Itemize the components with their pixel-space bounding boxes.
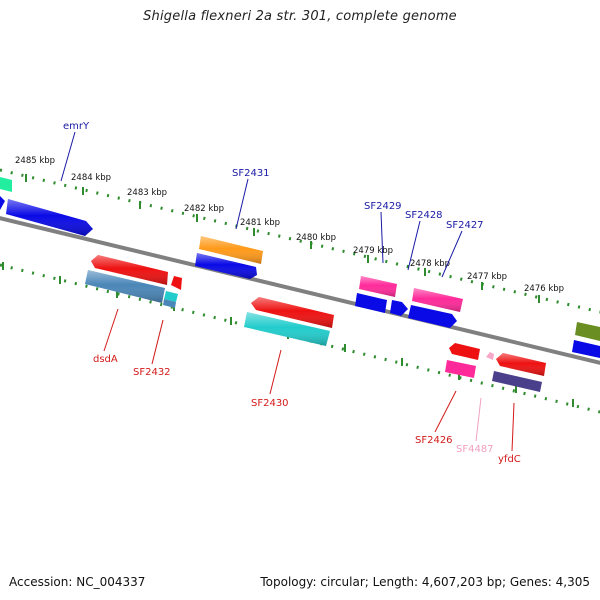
gene-labels: emrY SF2431 SF2429 SF2428 SF2427 dsdA SF… — [63, 121, 521, 465]
genome-summary-text: Topology: circular; Length: 4,607,203 bp… — [260, 575, 590, 589]
leader-SF2431 — [235, 178, 249, 230]
shade — [199, 236, 263, 264]
leader-emrY — [60, 131, 76, 182]
tick-label: 2477 kbp — [467, 272, 507, 282]
leader-SF2427 — [441, 230, 463, 278]
map-title: Shigella flexneri 2a str. 301, complete … — [143, 9, 457, 24]
shade — [244, 312, 330, 346]
accession-text: Accession: NC_004337 — [9, 575, 146, 589]
gene-partial-olive — [575, 322, 600, 341]
label-SF2431: SF2431 — [232, 168, 270, 179]
label-yfdC: yfdC — [498, 454, 521, 465]
tick-labels: 2485 kbp 2484 kbp 2483 kbp 2482 kbp 2481… — [15, 156, 564, 294]
tick-label: 2482 kbp — [184, 204, 224, 214]
genome-backbone — [0, 216, 600, 365]
gene-SF2428 — [390, 300, 408, 316]
gene-SF4487 — [486, 352, 494, 360]
shade — [251, 297, 334, 328]
leader-SF4487 — [475, 397, 482, 442]
tick-label: 2481 kbp — [240, 218, 280, 228]
tick-label: 2478 kbp — [410, 259, 450, 269]
tick-label: 2480 kbp — [296, 233, 336, 243]
leader-lines — [60, 131, 515, 452]
gene-shading — [6, 199, 546, 376]
shade — [85, 270, 165, 303]
label-SF4487: SF4487 — [456, 444, 494, 455]
gene-partial-blue-right — [572, 340, 600, 358]
gene-partial-teal — [0, 177, 12, 192]
leader-dsdA — [103, 308, 119, 352]
label-SF2427: SF2427 — [446, 220, 484, 231]
gene-SF2427-blue — [408, 305, 457, 328]
ruler-line-outer — [0, 168, 600, 314]
gene-dsdA-small — [171, 276, 182, 290]
tick-label: 2483 kbp — [127, 188, 167, 198]
tick-label: 2484 kbp — [71, 173, 111, 183]
leader-SF2426 — [434, 390, 457, 433]
tick-label: 2485 kbp — [15, 156, 55, 166]
leader-yfdC — [511, 402, 515, 452]
shade — [412, 288, 463, 312]
tick-label: 2476 kbp — [524, 284, 564, 294]
ruler-ticks — [2, 174, 574, 407]
leader-SF2428 — [407, 220, 421, 271]
leader-SF2432 — [151, 319, 164, 365]
label-SF2426: SF2426 — [415, 435, 453, 446]
gene-SF2426-pink — [445, 360, 476, 378]
tick-label: 2479 kbp — [353, 246, 393, 256]
shade — [6, 199, 93, 236]
label-SF2428: SF2428 — [405, 210, 443, 221]
gene-partial-blue — [0, 196, 5, 210]
label-SF2430: SF2430 — [251, 398, 289, 409]
gene-SF2429-blue — [355, 293, 387, 313]
label-emrY: emrY — [63, 121, 90, 132]
shade — [91, 255, 168, 285]
label-SF2429: SF2429 — [364, 201, 402, 212]
gene-SF2426-red — [449, 343, 480, 360]
leader-SF2429 — [380, 211, 384, 264]
shade — [195, 253, 257, 279]
gene-yfdC-navy — [492, 371, 542, 392]
shade — [496, 353, 546, 376]
leader-SF2430 — [269, 349, 282, 395]
gene-SF2432-cyan — [164, 291, 178, 302]
label-SF2432: SF2432 — [133, 367, 171, 378]
label-dsdA: dsdA — [93, 354, 118, 365]
gene-SF2432-steel-small — [163, 299, 176, 308]
shade — [359, 276, 397, 297]
